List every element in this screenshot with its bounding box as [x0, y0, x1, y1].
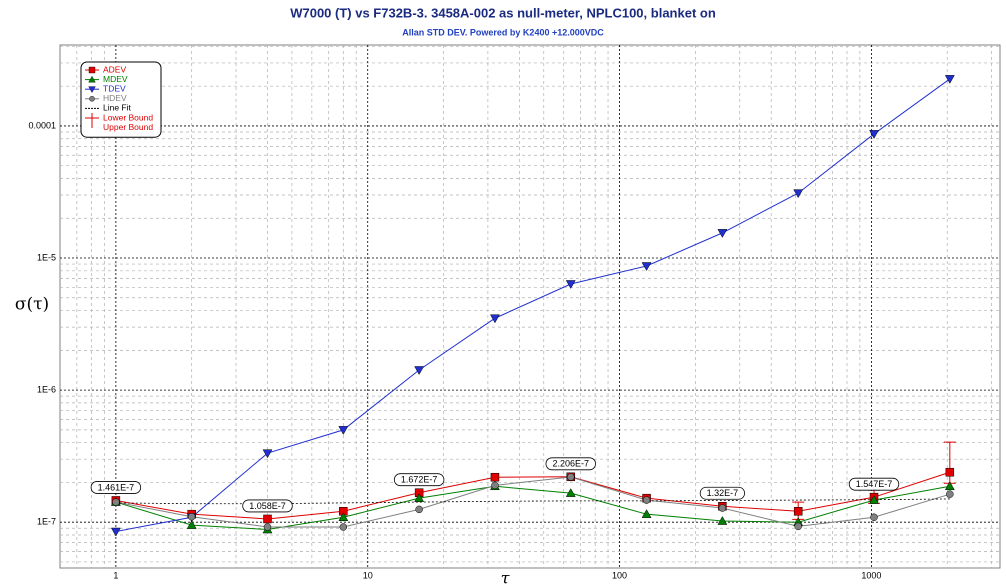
data-label-box [545, 457, 596, 471]
marker [339, 523, 348, 531]
series-line [115, 498, 950, 505]
x-tick-label: 1000 [861, 570, 881, 580]
data-label-box [393, 473, 445, 487]
data-label-box [699, 486, 745, 500]
data-label: 1.461E-7 [98, 482, 135, 492]
marker [88, 75, 96, 83]
legend-label: TDEV [103, 83, 126, 93]
data-label: 1.547E-7 [856, 479, 893, 489]
marker [263, 514, 272, 524]
data-label-box [242, 499, 293, 513]
data-label-box [848, 477, 900, 491]
marker [944, 481, 955, 491]
legend-label: ADEV [103, 64, 126, 74]
data-label: 1.32E-7 [707, 488, 739, 498]
series-line [115, 471, 950, 520]
series-line [115, 485, 950, 531]
marker [262, 449, 273, 459]
y-tick-label: 0.0001 [28, 120, 56, 130]
data-label: 1.672E-7 [401, 475, 438, 485]
marker [641, 262, 652, 272]
y-tick-label: 1E-5 [37, 252, 56, 262]
marker [565, 280, 576, 289]
marker [717, 516, 728, 525]
marker [88, 86, 96, 93]
legend-label: Lower Bound [103, 112, 153, 122]
marker [491, 481, 499, 490]
marker [187, 512, 196, 521]
marker [793, 189, 804, 199]
marker [338, 512, 349, 522]
x-axis-label: τ [501, 569, 511, 588]
legend-symbol [85, 113, 99, 128]
y-axis-label: σ(τ) [15, 295, 49, 315]
marker [567, 473, 575, 481]
series-line [115, 78, 951, 533]
marker [414, 493, 425, 502]
marker [870, 513, 878, 522]
x-tick-label: 1 [113, 570, 118, 580]
marker [642, 496, 651, 504]
marker [490, 472, 500, 482]
y-tick-label: 1E-7 [37, 517, 56, 527]
data-label: 2.206E-7 [552, 459, 589, 469]
marker [186, 520, 197, 529]
marker [338, 426, 349, 435]
marker [112, 498, 120, 506]
marker [490, 314, 500, 324]
x-tick-label: 10 [363, 570, 373, 580]
legend-label: MDEV [103, 74, 128, 84]
legend-box [80, 61, 162, 138]
series-line [115, 476, 950, 528]
grid: 1 10 100 1000 1E-7 1E-6 1E-5 0.0001 [28, 45, 1000, 580]
marker [565, 488, 576, 497]
marker [793, 507, 803, 516]
data-label-box [90, 481, 142, 494]
marker [88, 66, 96, 74]
marker [89, 95, 95, 102]
marker [794, 522, 802, 531]
marker [717, 229, 728, 238]
legend-label: Line Fit [103, 103, 132, 113]
marker [263, 523, 272, 531]
marker [869, 130, 879, 139]
legend-label: Upper Bound [103, 122, 153, 132]
data-label: 1.058E-7 [249, 501, 286, 511]
marker [414, 366, 425, 376]
x-tick-label: 100 [612, 570, 627, 580]
marker [946, 490, 954, 498]
legend-label: HDEV [103, 93, 127, 103]
marker [718, 504, 727, 512]
y-tick-label: 1E-6 [37, 384, 56, 394]
marker [415, 505, 423, 514]
marker [110, 527, 121, 537]
marker [641, 509, 652, 518]
marker [945, 467, 955, 477]
marks: 1.461E-7 1.058E-7 1.672E-7 2.206E-7 1.32E-7 1… [90, 75, 956, 537]
chart-title: W7000 (T) vs F732B-3. 3458A-002 as null-… [290, 5, 716, 20]
marker [944, 75, 955, 84]
chart-subtitle: Allan STD DEV. Powered by K2400 +12.000V… [402, 27, 604, 37]
marker [869, 495, 879, 504]
